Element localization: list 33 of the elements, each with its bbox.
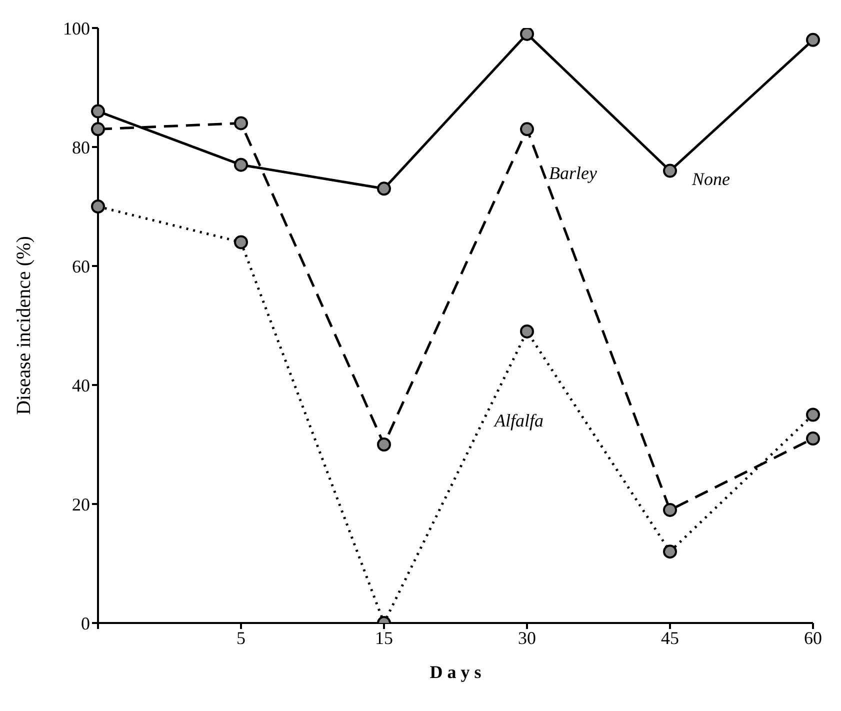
x-tick-label: 5 (236, 628, 246, 648)
x-tick-label: 15 (375, 628, 393, 648)
series-label: Alfalfa (494, 410, 544, 430)
point (91, 104, 105, 118)
y-tick-label: 100 (63, 18, 90, 38)
point (234, 235, 248, 250)
point (234, 116, 248, 130)
point (806, 432, 820, 446)
x-tick-label: 60 (804, 628, 822, 648)
series-label: Barley (549, 163, 597, 184)
point (663, 544, 677, 559)
point (806, 32, 820, 47)
x-tick-label: 30 (518, 628, 536, 648)
point (91, 122, 105, 136)
point (663, 164, 677, 178)
point (520, 122, 534, 136)
y-tick-label: 0 (81, 613, 90, 634)
point (806, 408, 820, 422)
y-tick-label: 60 (72, 256, 90, 276)
point (377, 438, 391, 452)
point (520, 324, 534, 338)
y-tick-label: 80 (72, 137, 90, 158)
x-tick-label: 45 (661, 628, 679, 648)
x-axis-title: D a y s (430, 662, 482, 682)
point (663, 502, 677, 517)
y-axis-title: Disease incidence (%) (13, 236, 36, 415)
point (520, 28, 534, 41)
y-tick-label: 40 (72, 375, 90, 396)
point (234, 158, 248, 172)
y-tick-label: 20 (72, 494, 90, 514)
series-label: None (691, 168, 730, 189)
point (377, 182, 391, 196)
point (91, 200, 105, 214)
